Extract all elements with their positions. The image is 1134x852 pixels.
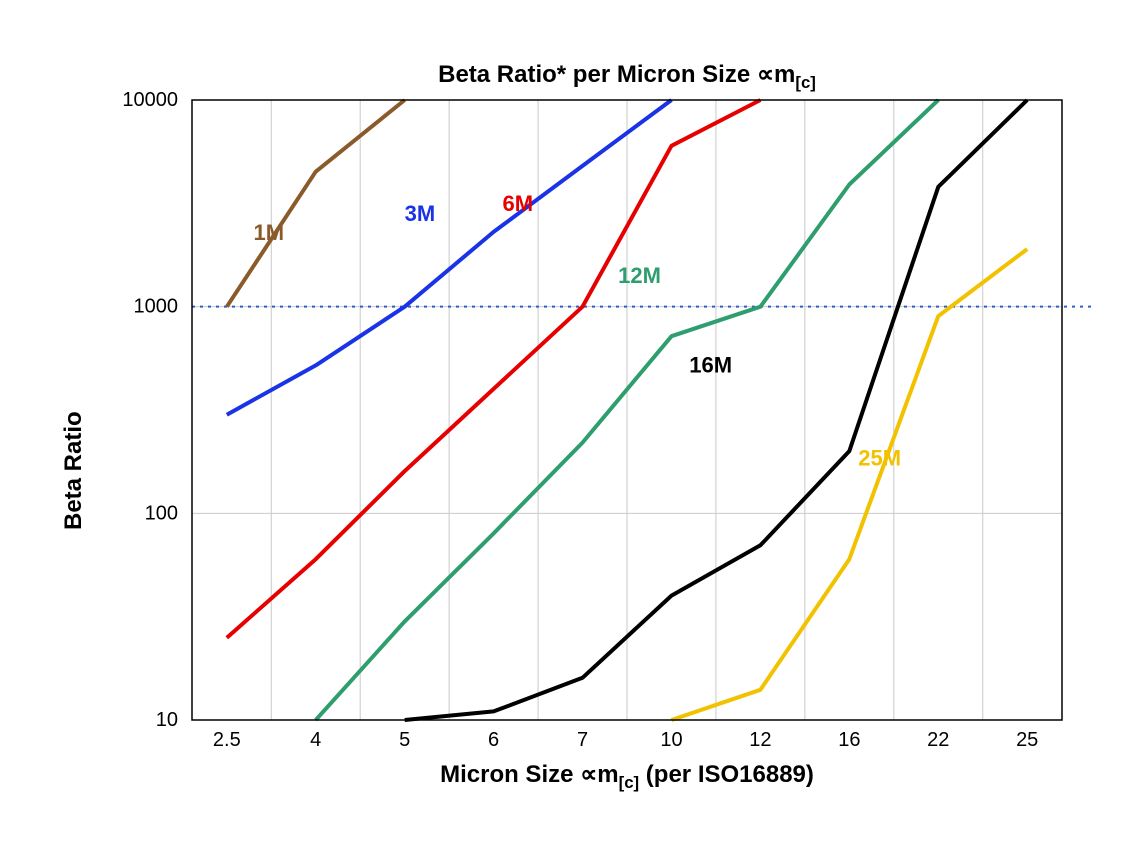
x-tick-label: 6 <box>488 729 499 751</box>
x-tick-label: 16 <box>838 729 860 751</box>
y-tick-label: 1000 <box>134 296 179 318</box>
chart-plot: 10 100 1000 10000 2.5 4 5 6 7 10 12 16 22 25 1M 3M 6M 12M… <box>0 0 1134 852</box>
series-label-3M: 3M <box>405 201 436 226</box>
x-tick-label: 2.5 <box>213 729 241 751</box>
x-tick-label: 22 <box>927 729 949 751</box>
y-tick-label: 100 <box>145 502 178 524</box>
series-label-12M: 12M <box>618 263 661 288</box>
x-tick-label: 10 <box>660 729 682 751</box>
y-tick-label: 10 <box>156 709 178 731</box>
series-label-1M: 1M <box>253 220 284 245</box>
y-tick-label: 10000 <box>122 89 178 111</box>
series-label-6M: 6M <box>502 191 533 216</box>
series-label-16M: 16M <box>689 353 732 378</box>
series-label-25M: 25M <box>858 446 901 471</box>
x-tick-label: 4 <box>310 729 321 751</box>
x-tick-label: 5 <box>399 729 410 751</box>
x-tick-label: 25 <box>1016 729 1038 751</box>
x-tick-label: 7 <box>577 729 588 751</box>
x-tick-label: 12 <box>749 729 771 751</box>
